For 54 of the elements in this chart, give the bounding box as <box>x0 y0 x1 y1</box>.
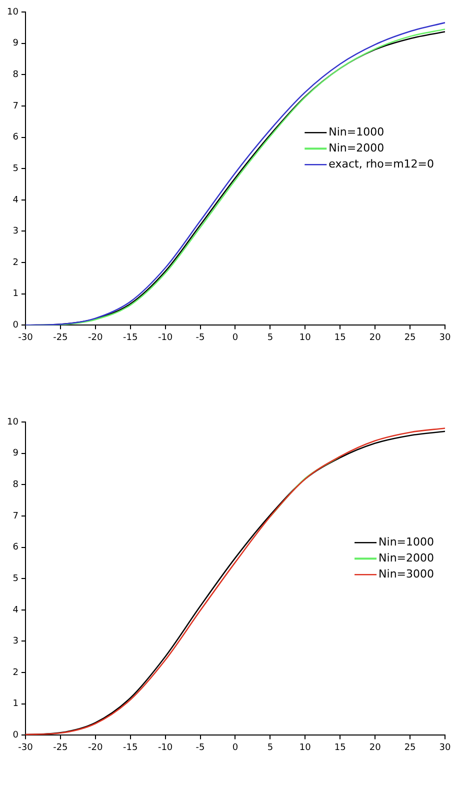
x-tick-label: -15 <box>122 332 138 343</box>
legend-label: Nin=2000 <box>328 141 384 154</box>
y-tick-label: 2 <box>12 258 18 268</box>
y-tick-label: 3 <box>12 636 18 647</box>
y-tick-label: 10 <box>7 417 19 428</box>
y-tick-label: 9 <box>12 38 19 49</box>
x-tick-label: 15 <box>334 332 346 343</box>
x-tick-label: 30 <box>439 332 451 343</box>
x-tick-label: -5 <box>196 332 205 343</box>
y-tick-label: 1 <box>12 289 18 300</box>
y-tick-label: 0 <box>12 320 19 331</box>
y-tick-label: 2 <box>12 668 18 678</box>
y-tick-label: 5 <box>12 164 18 174</box>
x-tick-label: -15 <box>122 742 138 753</box>
x-tick-label: 0 <box>232 742 238 753</box>
x-tick-label: 0 <box>232 332 238 343</box>
y-tick-label: 10 <box>7 7 19 18</box>
x-tick-label: 25 <box>404 332 416 343</box>
x-tick-label: -10 <box>158 332 173 343</box>
y-tick-label: 7 <box>12 511 18 522</box>
legend-label: Nin=2000 <box>378 551 434 564</box>
x-tick-label: 10 <box>299 332 312 343</box>
x-tick-label: 20 <box>369 332 382 343</box>
y-tick-label: 7 <box>12 101 18 112</box>
x-tick-label: 25 <box>404 742 416 753</box>
y-tick-label: 6 <box>12 542 19 553</box>
y-tick-label: 8 <box>12 70 19 80</box>
x-tick-label: 20 <box>369 742 382 753</box>
y-tick-label: 4 <box>12 605 19 616</box>
y-tick-label: 5 <box>12 574 18 584</box>
x-tick-label: 15 <box>334 742 346 753</box>
y-tick-label: 4 <box>12 195 19 206</box>
x-tick-label: -30 <box>18 742 34 753</box>
y-tick-label: 6 <box>12 132 19 143</box>
legend-label: exact, rho=m12=0 <box>328 157 434 170</box>
x-tick-label: 10 <box>299 742 312 753</box>
y-tick-label: 3 <box>12 226 18 237</box>
legend-label: Nin=1000 <box>328 125 384 138</box>
x-tick-label: -20 <box>88 742 103 753</box>
x-tick-label: 30 <box>439 742 451 753</box>
x-tick-label: -25 <box>53 742 68 753</box>
y-tick-label: 0 <box>12 730 19 741</box>
y-tick-label: 8 <box>12 480 19 490</box>
x-tick-label: 5 <box>267 742 274 753</box>
legend-label: Nin=3000 <box>378 567 434 580</box>
x-tick-label: -5 <box>196 742 205 753</box>
x-tick-label: 5 <box>267 332 274 343</box>
y-tick-label: 9 <box>12 448 19 459</box>
legend-label: Nin=1000 <box>378 535 434 548</box>
x-tick-label: -25 <box>53 332 68 343</box>
x-tick-label: -30 <box>18 332 34 343</box>
x-tick-label: -20 <box>88 332 103 343</box>
y-tick-label: 1 <box>12 699 18 710</box>
x-tick-label: -10 <box>158 742 173 753</box>
